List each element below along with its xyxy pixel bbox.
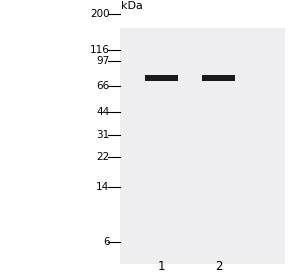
Text: 44: 44 bbox=[96, 108, 109, 117]
Text: 2: 2 bbox=[215, 260, 223, 273]
Text: 22: 22 bbox=[96, 152, 109, 163]
Text: 31: 31 bbox=[96, 130, 109, 140]
Text: 66: 66 bbox=[96, 81, 109, 91]
Bar bbox=[120, 28, 285, 264]
Bar bbox=[202, 75, 235, 81]
Text: 116: 116 bbox=[90, 45, 109, 54]
Text: 200: 200 bbox=[90, 9, 109, 19]
Bar bbox=[145, 75, 178, 81]
Text: 14: 14 bbox=[96, 182, 109, 192]
Text: kDa: kDa bbox=[121, 1, 143, 11]
Text: 97: 97 bbox=[96, 56, 109, 66]
Text: 1: 1 bbox=[158, 260, 165, 273]
Text: 6: 6 bbox=[103, 237, 109, 247]
